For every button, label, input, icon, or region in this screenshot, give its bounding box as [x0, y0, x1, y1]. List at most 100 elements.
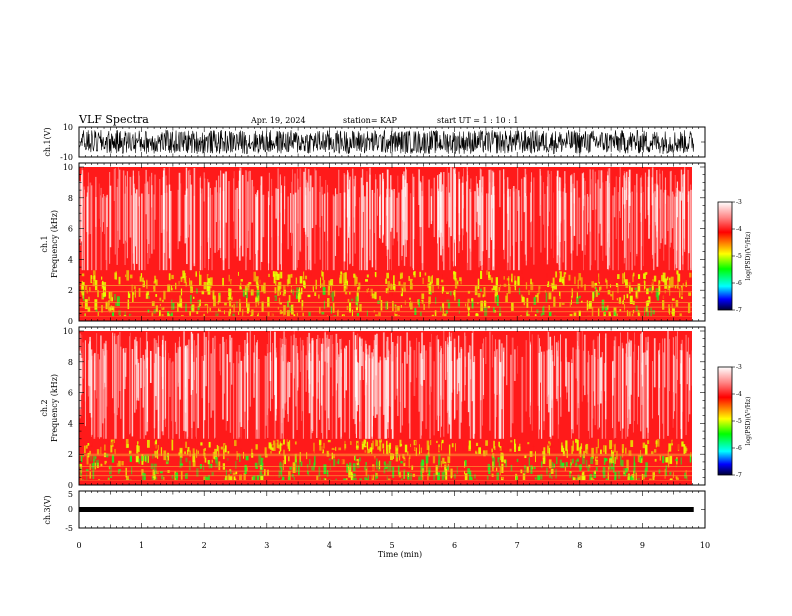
noise-streak	[422, 175, 424, 271]
band-speckle	[428, 296, 431, 304]
noise-streak	[518, 190, 520, 271]
band-speckle	[547, 444, 550, 454]
noise-streak	[256, 342, 258, 430]
noise-streak	[511, 337, 514, 424]
band-speckle	[167, 284, 171, 293]
noise-streak	[683, 182, 685, 239]
noise-streak	[683, 173, 685, 220]
band-speckle	[441, 439, 444, 444]
band-speckle	[477, 278, 480, 290]
band-speckle	[339, 274, 342, 284]
band-speckle	[378, 439, 382, 443]
band-speckle	[606, 280, 608, 289]
band-speckle	[495, 286, 498, 297]
band-speckle	[521, 296, 525, 303]
band-speckle	[694, 277, 696, 287]
band-speckle	[361, 441, 365, 445]
noise-streak	[412, 173, 414, 269]
band-speckle	[647, 440, 650, 445]
band-red-fleck	[348, 441, 351, 447]
band-speckle	[637, 283, 641, 293]
noise-streak	[91, 359, 92, 437]
band-red-fleck	[196, 284, 200, 289]
band-red-fleck	[419, 288, 421, 293]
band-speckle	[446, 291, 449, 294]
band-red-fleck	[563, 306, 566, 312]
noise-streak	[359, 338, 361, 381]
noise-streak	[469, 188, 471, 249]
noise-streak	[443, 331, 445, 437]
noise-streak	[448, 336, 451, 425]
band-red-fleck	[350, 276, 353, 281]
noise-streak	[271, 178, 273, 238]
band-speckle	[244, 285, 247, 295]
noise-streak	[458, 357, 461, 439]
band-speckle	[346, 280, 349, 286]
band-red-fleck	[187, 292, 189, 296]
band-speckle	[359, 303, 362, 312]
band-speckle	[334, 290, 336, 297]
noise-streak	[458, 335, 460, 384]
noise-streak	[446, 344, 448, 413]
noise-streak	[379, 194, 382, 239]
noise-streak	[79, 181, 81, 240]
noise-streak	[673, 194, 674, 249]
noise-streak	[463, 168, 464, 209]
noise-streak	[623, 171, 626, 264]
band-red-fleck	[497, 446, 500, 452]
noise-streak	[322, 343, 324, 376]
band-red-fleck	[347, 284, 350, 290]
band-red-fleck	[679, 287, 682, 293]
band-speckle	[327, 285, 330, 296]
band-red-fleck	[145, 466, 148, 470]
band-red-fleck	[611, 270, 613, 276]
band-speckle	[94, 280, 98, 291]
noise-streak	[640, 193, 643, 271]
noise-streak	[320, 343, 323, 406]
band-red-fleck	[154, 444, 158, 450]
band-speckle	[511, 278, 513, 282]
band-speckle	[291, 304, 294, 315]
band-red-fleck	[310, 272, 313, 277]
band-speckle	[680, 457, 682, 465]
band-red-fleck	[662, 295, 665, 299]
band-speckle	[672, 308, 675, 314]
band-speckle	[189, 450, 191, 457]
band-speckle	[654, 458, 657, 462]
band-speckle	[276, 273, 280, 281]
noise-streak	[397, 175, 399, 242]
band-speckle	[184, 451, 186, 455]
band-speckle	[117, 470, 120, 474]
band-speckle	[590, 457, 594, 465]
noise-streak	[558, 190, 561, 271]
band-speckle	[580, 451, 582, 455]
band-red-fleck	[291, 294, 294, 300]
noise-streak	[404, 179, 406, 240]
band-speckle	[600, 449, 602, 455]
band-speckle	[579, 464, 582, 472]
band-speckle	[151, 301, 155, 307]
band-speckle	[374, 271, 377, 278]
band-speckle	[670, 276, 674, 288]
noise-streak	[669, 339, 670, 392]
noise-streak	[571, 174, 573, 271]
band-speckle	[211, 472, 214, 476]
band-speckle	[289, 466, 292, 470]
band-speckle	[126, 444, 129, 448]
colorbar-tick-label: -6	[736, 445, 742, 452]
noise-streak	[166, 192, 168, 232]
band-red-fleck	[216, 294, 218, 299]
noise-streak	[279, 174, 281, 265]
band-speckle	[213, 295, 216, 307]
band-speckle	[549, 442, 551, 447]
band-red-fleck	[671, 440, 674, 444]
band-red-fleck	[648, 308, 650, 311]
noise-streak	[326, 348, 328, 439]
spectrogram-background	[79, 167, 692, 321]
band-speckle	[327, 439, 331, 443]
noise-streak	[589, 169, 591, 232]
band-red-fleck	[111, 442, 113, 446]
band-speckle	[86, 472, 88, 481]
noise-streak	[192, 333, 194, 390]
